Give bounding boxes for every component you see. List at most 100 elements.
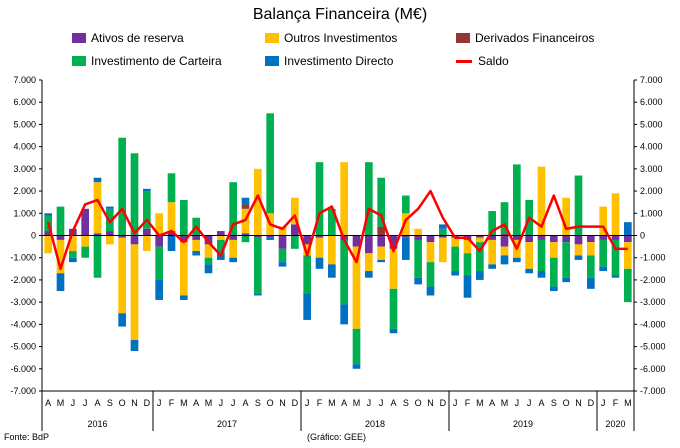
x-tick-label-month-22: F <box>317 398 323 408</box>
x-tick-label-month-1: M <box>57 398 65 408</box>
x-tick-label-month-44: D <box>588 398 595 408</box>
bar-investimento-directo-44 <box>587 277 595 289</box>
x-tick-label-month-8: D <box>144 398 151 408</box>
legend-item-investimento-directo: Investimento Directo <box>265 54 393 68</box>
y-tick-label-right: 6.000 <box>640 97 663 107</box>
bar-investimento-de-carteira-34 <box>463 253 472 276</box>
bar-investimento-directo-13 <box>204 264 213 274</box>
bar-investimento-de-carteira-4 <box>93 235 102 278</box>
bar-investimento-de-carteira-15 <box>229 182 237 236</box>
x-tick-label-month-47: M <box>624 398 632 408</box>
x-tick-label-month-16: A <box>242 398 248 408</box>
y-tick-label-left: 3.000 <box>13 164 36 174</box>
bar-investimento-directo-17 <box>254 293 262 296</box>
y-tick-label-right: -6.000 <box>640 364 666 374</box>
x-tick-label-month-14: J <box>219 398 224 408</box>
bar-investimento-directo-28 <box>389 328 398 334</box>
bar-ativos-de-reserva-11 <box>180 235 188 243</box>
bar-investimento-de-carteira-3 <box>81 246 89 258</box>
x-tick-label-month-29: S <box>403 398 409 408</box>
bar-outros-investimentos-8 <box>143 235 151 252</box>
bar-investimento-de-carteira-46 <box>611 239 620 276</box>
bar-investimento-directo-34 <box>463 275 472 298</box>
bar-outros-investimentos-46 <box>611 193 620 236</box>
x-tick-label-month-46: F <box>613 398 619 408</box>
bar-outros-investimentos-45 <box>599 206 607 236</box>
bar-outros-investimentos-30 <box>414 228 422 236</box>
x-tick-label-month-10: F <box>169 398 175 408</box>
y-tick-label-left: -1.000 <box>10 253 36 263</box>
y-tick-label-right: 5.000 <box>640 119 663 129</box>
bar-investimento-directo-9 <box>155 279 163 300</box>
bar-outros-investimentos-11 <box>180 242 188 296</box>
bar-outros-investimentos-47 <box>624 242 632 269</box>
bar-outros-investimentos-2 <box>69 235 77 252</box>
bar-investimento-de-carteira-23 <box>328 208 336 236</box>
legend-label-investimento-directo: Investimento Directo <box>284 54 394 68</box>
bar-ativos-de-reserva-0 <box>44 231 52 236</box>
bar-investimento-directo-38 <box>513 257 521 263</box>
bar-ativos-de-reserva-47 <box>624 235 632 243</box>
bar-investimento-de-carteira-20 <box>291 235 299 249</box>
bar-ativos-de-reserva-31 <box>426 235 435 243</box>
bar-investimento-de-carteira-18 <box>266 113 274 214</box>
legend-item-derivados-financeiros: Derivados Financeiros <box>456 31 594 45</box>
bar-outros-investimentos-37 <box>500 246 509 256</box>
y-tick-label-right: -4.000 <box>640 319 666 329</box>
bar-investimento-directo-8 <box>143 188 151 192</box>
bar-investimento-de-carteira-16 <box>241 235 250 243</box>
bar-investimento-directo-43 <box>574 255 583 260</box>
bar-ativos-de-reserva-16 <box>241 233 250 236</box>
legend-swatch-ativos-de-reserva <box>72 33 86 43</box>
y-tick-label-right: 0 <box>640 231 645 241</box>
bar-ativos-de-reserva-36 <box>488 235 496 240</box>
x-tick-label-month-11: M <box>180 398 188 408</box>
bar-investimento-directo-27 <box>377 259 385 263</box>
bar-investimento-directo-6 <box>118 313 126 327</box>
x-tick-label-month-43: N <box>575 398 582 408</box>
bar-ativos-de-reserva-6 <box>118 235 126 238</box>
bar-investimento-de-carteira-29 <box>402 195 410 214</box>
x-tick-label-month-3: J <box>83 398 88 408</box>
x-tick-label-month-20: D <box>292 398 299 408</box>
bar-ativos-de-reserva-19 <box>278 235 287 249</box>
bar-outros-investimentos-17 <box>254 168 262 236</box>
bar-investimento-de-carteira-33 <box>451 246 459 272</box>
bar-ativos-de-reserva-18 <box>266 235 274 238</box>
bar-outros-investimentos-36 <box>488 239 496 265</box>
bar-investimento-directo-29 <box>402 237 410 260</box>
y-tick-label-left: -3.000 <box>10 297 36 307</box>
bar-ativos-de-reserva-13 <box>204 235 213 245</box>
bar-ativos-de-reserva-12 <box>192 235 200 240</box>
bar-ativos-de-reserva-8 <box>143 228 151 236</box>
x-tick-label-year-2019: 2019 <box>513 419 533 429</box>
bar-investimento-directo-10 <box>167 235 176 252</box>
x-tick-label-year-2020: 2020 <box>605 419 625 429</box>
bar-outros-investimentos-35 <box>476 237 484 243</box>
bar-outros-investimentos-1 <box>56 239 65 274</box>
bar-investimento-de-carteira-32 <box>439 228 447 236</box>
bar-outros-investimentos-3 <box>81 235 89 247</box>
bar-investimento-de-carteira-2 <box>69 251 77 258</box>
bar-outros-investimentos-33 <box>451 237 459 247</box>
bar-ativos-de-reserva-42 <box>562 235 570 243</box>
bar-ativos-de-reserva-30 <box>414 235 422 240</box>
bar-investimento-de-carteira-41 <box>550 257 558 287</box>
bar-derivados-financeiros-27 <box>377 226 385 236</box>
bar-investimento-directo-11 <box>180 295 188 300</box>
bar-outros-investimentos-24 <box>340 162 348 236</box>
bar-investimento-de-carteira-31 <box>426 262 435 287</box>
y-tick-label-right: -3.000 <box>640 297 666 307</box>
credit-note: (Gráfico: GEE) <box>307 432 367 442</box>
bar-investimento-de-carteira-45 <box>599 239 607 267</box>
bar-investimento-directo-15 <box>229 257 237 263</box>
bar-investimento-directo-41 <box>550 286 558 292</box>
y-tick-label-left: -2.000 <box>10 275 36 285</box>
y-tick-label-left: -4.000 <box>10 319 36 329</box>
x-tick-label-year-2017: 2017 <box>217 419 237 429</box>
bar-investimento-directo-22 <box>315 257 324 269</box>
bar-investimento-de-carteira-19 <box>278 248 287 263</box>
bar-outros-investimentos-25 <box>352 246 361 329</box>
bar-ativos-de-reserva-25 <box>352 235 361 247</box>
bar-ativos-de-reserva-29 <box>402 235 410 238</box>
